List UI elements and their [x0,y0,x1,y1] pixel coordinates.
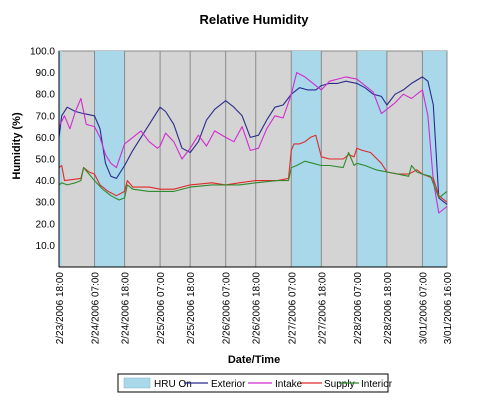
x-tick-label: 2/25/2006 18:00 [186,272,197,345]
y-tick-label: 20.0 [36,219,56,230]
series-line-interior [58,151,448,201]
x-tick-label: 2/25/2006 07:00 [156,272,167,345]
chart-title: Relative Humidity [199,12,309,27]
x-tick-label: 2/27/2006 18:00 [317,272,328,345]
legend-label-exterior: Exterior [211,379,246,390]
x-tick-label: 2/23/2006 18:00 [55,272,66,345]
y-tick-labels: 10.0 20.0 30.0 40.0 50.0 60.0 70.0 80.0 90.0 100.… [30,47,55,252]
x-tick-label: 2/26/2006 18:00 [252,272,263,345]
hru-on-band [59,51,62,267]
legend: HRU On Exterior Intake Supply Interior [117,373,393,393]
y-tick-label: 30.0 [36,198,56,209]
x-tick-label: 2/24/2006 07:00 [91,272,102,345]
x-tick-labels: 2/23/2006 18:00 2/24/2006 07:00 2/24/2006 … [55,272,454,345]
legend-label-hru: HRU On [154,379,192,390]
x-tick-label: 2/24/2006 18:00 [121,272,132,345]
y-axis-label: Humidity (%) [11,112,23,180]
hru-on-band [94,51,125,267]
hru-on-band [291,51,322,267]
x-axis-label: Date/Time [228,354,280,366]
series-lines [58,72,448,214]
y-tick-label: 100.0 [30,47,55,58]
series-line-exterior [58,76,448,205]
hru-on-band [356,51,387,267]
y-tick-label: 10.0 [36,241,56,252]
legend-label-interior: Interior [361,379,393,390]
y-tick-label: 90.0 [36,68,56,79]
y-tick-label: 50.0 [36,155,56,166]
legend-label-supply: Supply [324,379,355,390]
x-tick-label: 3/01/2006 16:00 [443,272,454,345]
series-line-intake [58,72,448,214]
hru-on-bands [59,51,447,267]
x-tick-label: 2/26/2006 07:00 [222,272,233,345]
legend-label-intake: Intake [275,379,303,390]
x-tick-label: 2/27/2006 07:00 [287,272,298,345]
y-tick-label: 70.0 [36,111,56,122]
x-tick-label: 3/01/2006 07:00 [418,272,429,345]
y-tick-label: 60.0 [36,133,56,144]
y-tick-label: 80.0 [36,90,56,101]
x-tick-label: 2/28/2006 07:00 [353,272,364,345]
y-tick-label: 40.0 [36,176,56,187]
legend-swatch-hru [123,377,151,389]
x-tick-label: 2/28/2006 18:00 [383,272,394,345]
hru-on-band [422,51,447,267]
